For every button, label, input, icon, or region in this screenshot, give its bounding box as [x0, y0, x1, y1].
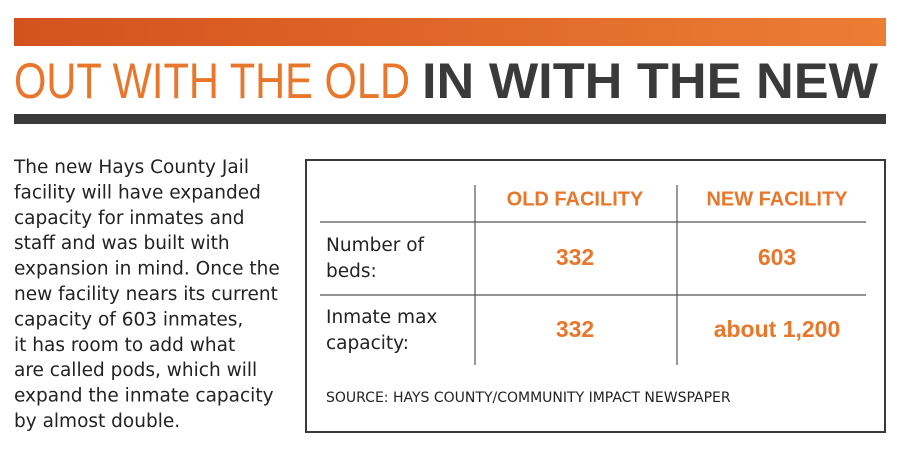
cell-value: 332 — [556, 244, 594, 270]
title-new: IN WITH THE NEW — [422, 53, 879, 109]
title-old: OUT WITH THE OLD — [14, 53, 410, 109]
body-line: new facility nears its current — [14, 284, 278, 305]
divider-bar — [14, 114, 886, 124]
column-header: NEW FACILITY — [706, 188, 848, 210]
body-line: staff and was built with — [14, 233, 230, 254]
cell-value: 603 — [758, 244, 796, 270]
top-bar — [14, 18, 886, 46]
body-line: by almost double. — [14, 411, 180, 432]
body-line: The new Hays County Jail — [13, 157, 249, 178]
body-line: facility will have expanded — [14, 182, 261, 203]
row-label: beds: — [326, 261, 377, 282]
cell-value: 332 — [556, 316, 594, 342]
row-label: Number of — [326, 235, 425, 256]
source: SOURCE: HAYS COUNTY/COMMUNITY IMPACT NEW… — [326, 390, 731, 406]
row-label: Inmate max — [326, 307, 437, 328]
body-line: are called pods, which will — [14, 360, 257, 381]
body-line: capacity for inmates and — [14, 208, 244, 229]
body-line: it has room to add what — [14, 335, 235, 356]
column-header: OLD FACILITY — [507, 188, 644, 210]
body-line: expand the inmate capacity — [14, 386, 274, 407]
body-line: capacity of 603 inmates, — [14, 309, 243, 330]
cell-value: about 1,200 — [714, 316, 841, 342]
body-line: expansion in mind. Once the — [14, 259, 280, 280]
row-label: capacity: — [326, 333, 409, 354]
table-box — [305, 159, 886, 433]
